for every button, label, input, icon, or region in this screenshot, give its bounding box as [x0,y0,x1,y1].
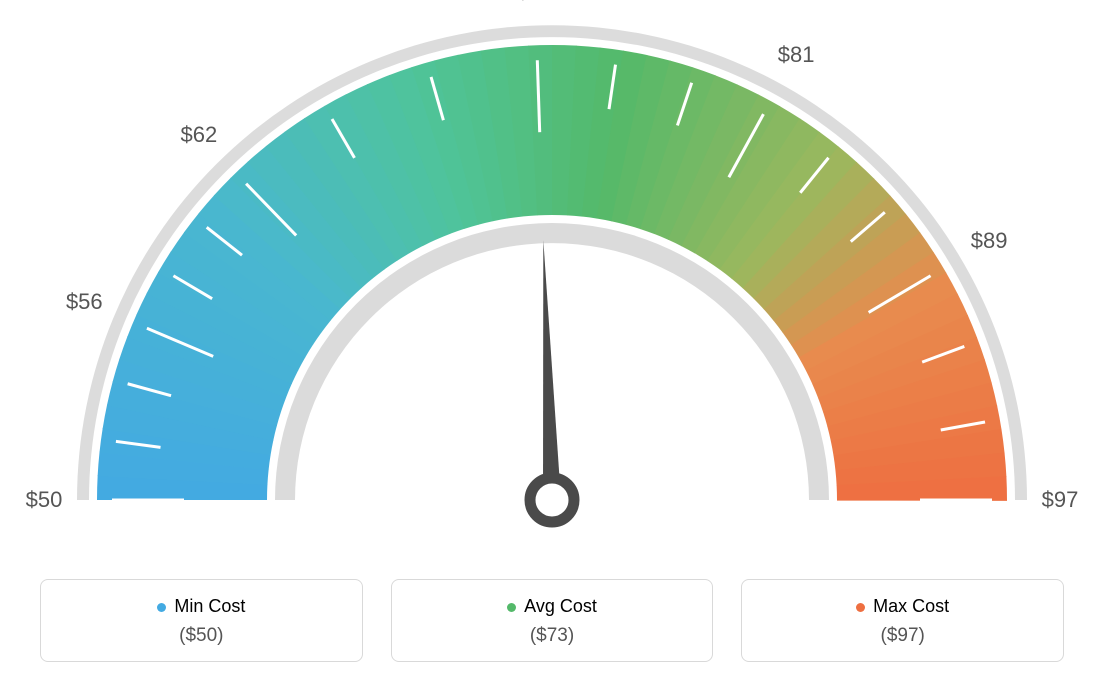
gauge-svg [0,0,1104,560]
gauge-tick-label: $50 [26,487,63,513]
legend-card-avg: Avg Cost ($73) [391,579,714,662]
gauge-tick-label: $73 [517,0,554,5]
legend-card-min: Min Cost ($50) [40,579,363,662]
gauge-tick-label: $89 [971,228,1008,254]
legend-card-max: Max Cost ($97) [741,579,1064,662]
legend-title-avg: Avg Cost [402,596,703,617]
gauge-tick-label: $97 [1042,487,1079,513]
legend-title-avg-text: Avg Cost [524,596,597,616]
legend-dot-avg [507,603,516,612]
legend-title-min: Min Cost [51,596,352,617]
legend-row: Min Cost ($50) Avg Cost ($73) Max Cost (… [0,561,1104,690]
legend-value-min: ($50) [51,625,352,647]
legend-title-min-text: Min Cost [174,596,245,616]
legend-dot-min [157,603,166,612]
legend-title-max: Max Cost [752,596,1053,617]
gauge-tick-label: $56 [66,289,103,315]
legend-value-max: ($97) [752,625,1053,647]
gauge-tick-label: $62 [180,122,217,148]
legend-title-max-text: Max Cost [873,596,949,616]
cost-gauge: $50 $56 $62 $73 $81 $89 $97 [0,0,1104,560]
legend-value-avg: ($73) [402,625,703,647]
legend-dot-max [856,603,865,612]
gauge-tick-label: $81 [778,42,815,68]
